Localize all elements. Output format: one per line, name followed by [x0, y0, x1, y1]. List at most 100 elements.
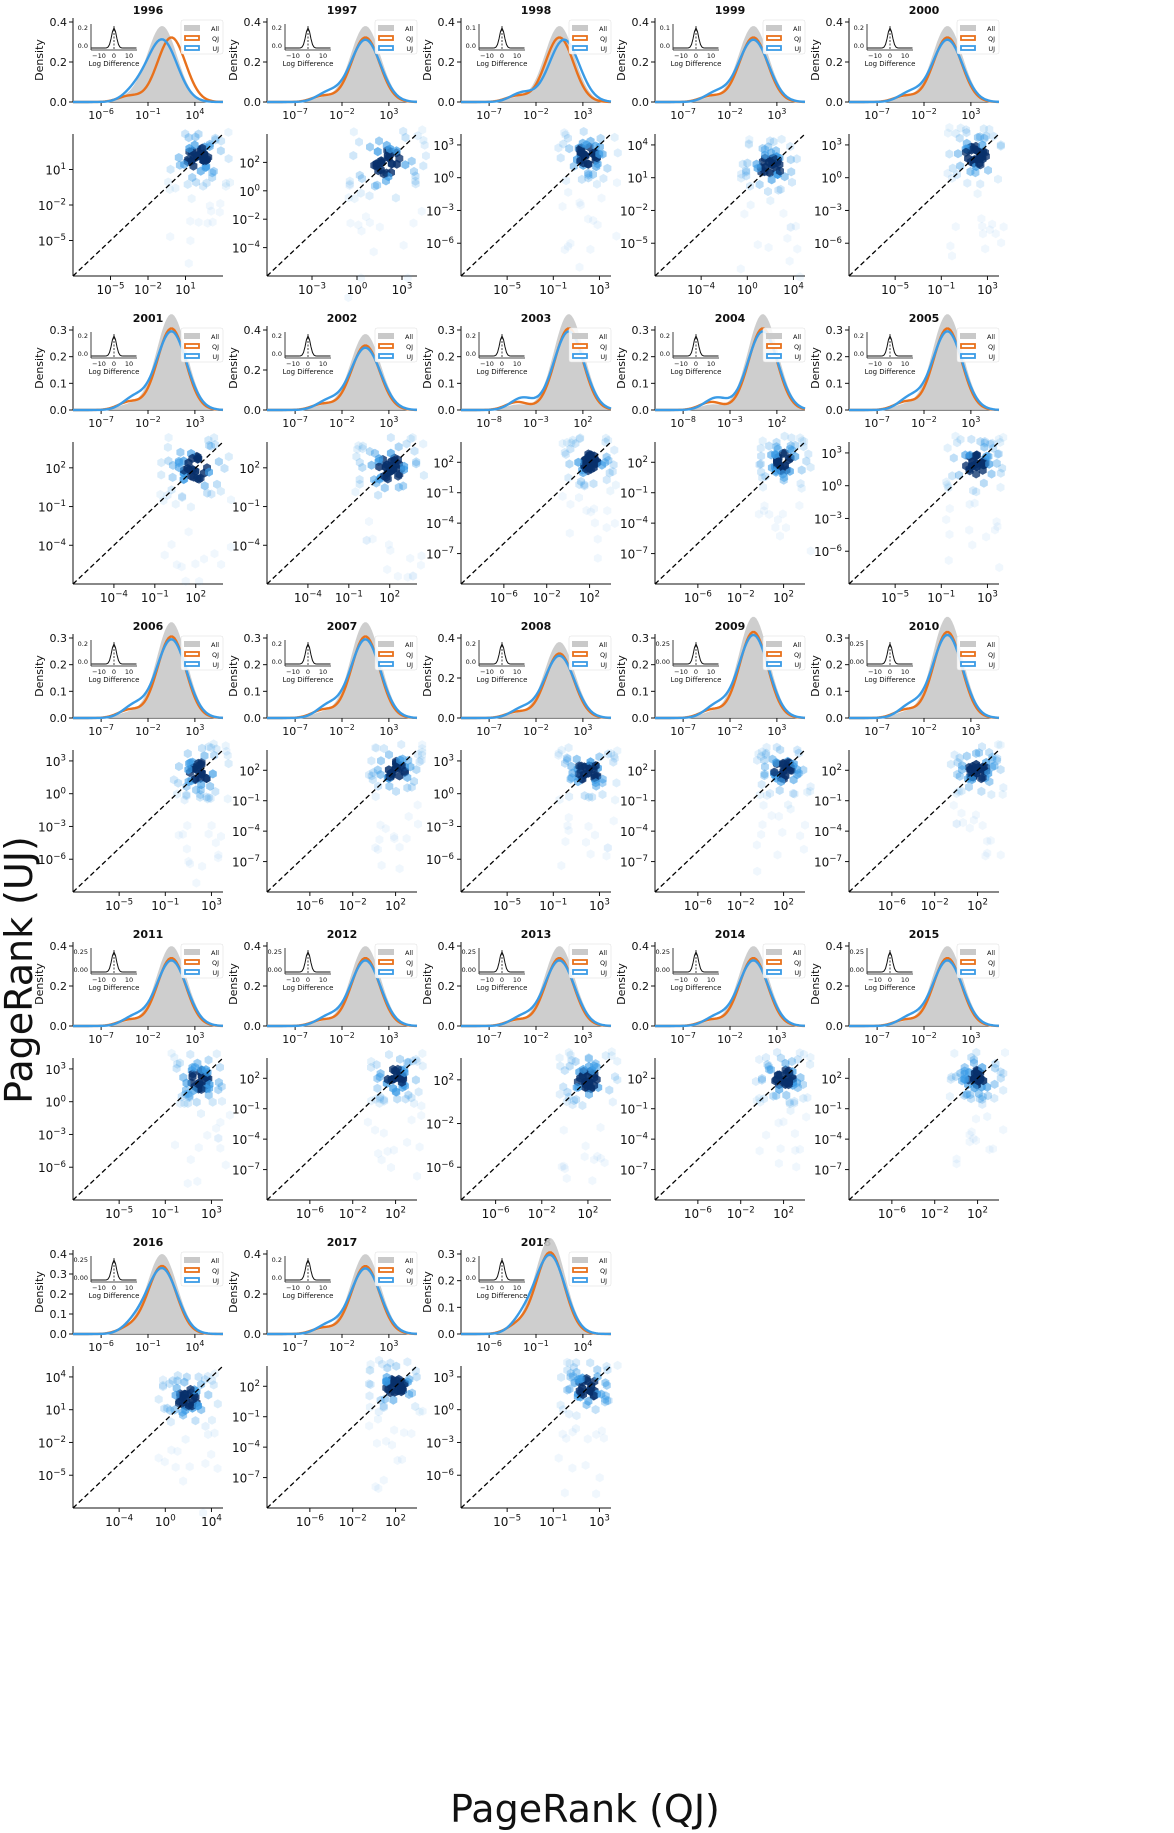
- hexbin-cell: [743, 158, 752, 168]
- hexbin-ytick-label: 10−7: [620, 546, 648, 561]
- hexbin-cell: [367, 460, 376, 470]
- hexbin-cell: [345, 179, 354, 189]
- hexbin-cell: [945, 504, 954, 514]
- density-ytick-label: 0.3: [438, 324, 456, 337]
- density-ytick-label: 0.0: [632, 404, 650, 417]
- hexbin-cell: [213, 479, 221, 489]
- hexbin-cell: [385, 540, 393, 550]
- legend-label: QJ: [600, 343, 607, 351]
- density-all-area: [267, 946, 417, 1026]
- hexbin-cell: [985, 225, 994, 235]
- hexbin-cell: [965, 499, 974, 509]
- hexbin-cell: [410, 166, 418, 177]
- hexbin-cell: [985, 747, 994, 758]
- hexbin-cell: [781, 771, 790, 781]
- inset-ytick-label: 0.25: [462, 948, 476, 956]
- legend-swatch-uj: [184, 353, 200, 359]
- density-xtick-label: 10−7: [670, 1031, 696, 1046]
- hexbin-cell: [365, 1421, 374, 1431]
- density-xtick-label: 10−3: [523, 415, 549, 430]
- hexbin-cell: [417, 1110, 426, 1121]
- hexbin-cell: [159, 1382, 167, 1392]
- hexbin-cell: [366, 1379, 375, 1390]
- density-xtick-label: 103: [961, 415, 980, 430]
- hexbin-cell: [593, 179, 601, 189]
- hexbin-cell: [737, 173, 746, 183]
- hexbin-cell: [183, 821, 192, 831]
- hexbin-cell: [563, 437, 571, 448]
- hexbin-cell: [609, 460, 618, 470]
- hexbin-cell: [183, 1178, 192, 1188]
- density-xtick-label: 104: [185, 107, 204, 122]
- hexbin-cell: [991, 1059, 1000, 1069]
- hexbin-cell: [777, 134, 786, 144]
- hexbin-cell: [405, 1389, 413, 1399]
- hexbin-cell: [957, 808, 966, 818]
- hexbin-cell: [575, 434, 584, 444]
- hexbin-cell: [975, 158, 984, 168]
- hexbin-cell: [565, 459, 574, 469]
- hexbin-cell: [742, 166, 751, 176]
- hexbin-cell: [572, 1411, 581, 1421]
- hexbin-cell: [375, 835, 384, 845]
- hexbin-cell: [738, 159, 747, 169]
- hexbin-xtick-label: 10−4: [687, 282, 715, 297]
- hexbin-cell: [760, 769, 769, 779]
- legend-label: All: [793, 949, 801, 957]
- hexbin-cell: [413, 800, 422, 810]
- figure-xlabel: PageRank (QJ): [450, 1787, 720, 1831]
- hexbin-cell: [576, 156, 585, 166]
- hexbin-cell: [975, 748, 983, 758]
- hexbin-ytick-label: 10−4: [814, 824, 842, 839]
- hexbin-cell: [774, 1118, 783, 1128]
- identity-line: [72, 441, 224, 585]
- density-ytick-label: 0.2: [244, 980, 262, 993]
- density-xtick-label: 10−7: [88, 1031, 114, 1046]
- hexbin-cell: [393, 1094, 402, 1104]
- legend-label: QJ: [600, 35, 607, 43]
- hexbin-cell: [407, 1115, 416, 1125]
- legend-label: UJ: [794, 353, 801, 361]
- legend-swatch-uj: [572, 353, 588, 359]
- panel-title: 1998: [521, 4, 552, 17]
- hexbin-cell: [764, 242, 773, 253]
- hexbin-cell: [567, 438, 576, 448]
- hexbin-cell: [996, 1067, 1005, 1077]
- hexbin-cell: [159, 496, 168, 506]
- identity-line: [266, 749, 418, 893]
- panel-title: 2018: [521, 1236, 552, 1249]
- density-ytick-label: 0.2: [438, 56, 456, 69]
- hexbin-cell: [557, 745, 566, 755]
- inset-xtick-label: 0: [306, 52, 310, 60]
- inset-xtick-label: 0: [112, 668, 116, 676]
- hexbin-cell: [983, 1082, 992, 1092]
- hexbin-cell: [202, 792, 211, 802]
- hexbin-cell: [386, 545, 395, 555]
- hexbin-cell: [369, 768, 378, 778]
- density-ytick-label: 0.0: [50, 1020, 68, 1033]
- legend-swatch-qj: [960, 651, 976, 657]
- hexbin-ytick-label: 102: [433, 1072, 454, 1087]
- hexbin-ytick-label: 10−3: [426, 203, 454, 218]
- panel-title: 2011: [133, 928, 164, 941]
- hexbin-cell: [159, 1380, 167, 1390]
- hexbin-xtick-label: 10−5: [493, 898, 521, 913]
- hexbin-cell: [389, 1145, 398, 1155]
- hexbin-cell: [563, 821, 572, 831]
- hexbin-cell: [365, 1402, 374, 1412]
- hexbin-cell: [590, 1155, 598, 1165]
- inset-xtick-label: 0: [500, 360, 504, 368]
- inset-ytick-label: 0.2: [78, 640, 88, 648]
- hexbin-xtick-label: 10−2: [134, 282, 162, 297]
